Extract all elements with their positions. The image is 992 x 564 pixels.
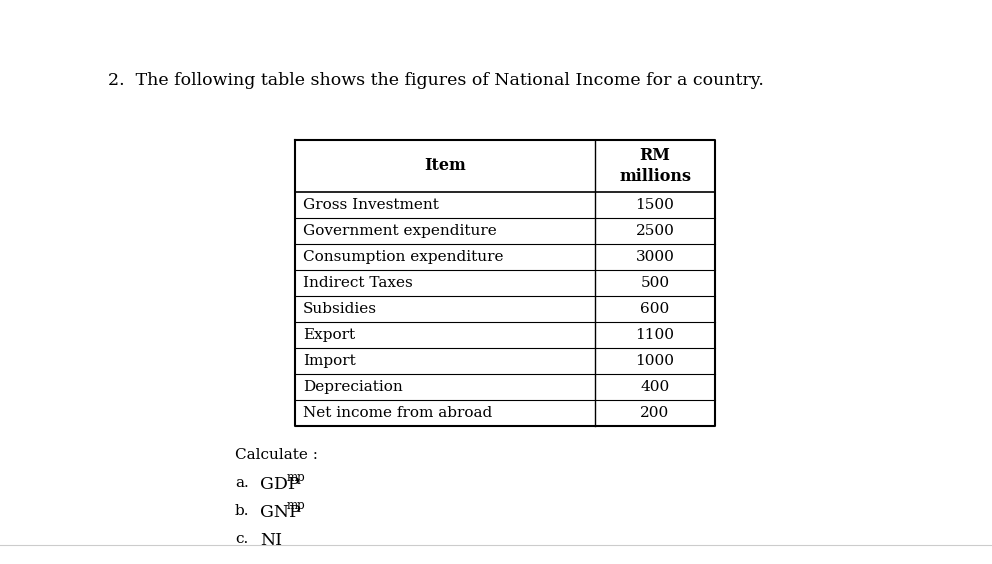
Text: Net income from abroad: Net income from abroad bbox=[303, 406, 492, 420]
Text: GNP: GNP bbox=[260, 504, 301, 521]
Text: 600: 600 bbox=[641, 302, 670, 316]
Text: mp: mp bbox=[287, 471, 306, 484]
Text: a.: a. bbox=[235, 476, 249, 490]
Text: 2500: 2500 bbox=[636, 224, 675, 238]
Text: c.: c. bbox=[235, 532, 248, 546]
Text: NI: NI bbox=[260, 532, 282, 549]
Text: mp: mp bbox=[287, 499, 306, 512]
Text: Depreciation: Depreciation bbox=[303, 380, 403, 394]
Text: Item: Item bbox=[425, 157, 466, 174]
Text: 200: 200 bbox=[641, 406, 670, 420]
Text: 1100: 1100 bbox=[636, 328, 675, 342]
Text: Gross Investment: Gross Investment bbox=[303, 198, 438, 212]
Text: Import: Import bbox=[303, 354, 356, 368]
Text: Government expenditure: Government expenditure bbox=[303, 224, 497, 238]
Text: 3000: 3000 bbox=[636, 250, 675, 264]
Text: Subsidies: Subsidies bbox=[303, 302, 377, 316]
Text: Calculate :: Calculate : bbox=[235, 448, 318, 462]
Text: 1500: 1500 bbox=[636, 198, 675, 212]
Text: b.: b. bbox=[235, 504, 250, 518]
Text: Consumption expenditure: Consumption expenditure bbox=[303, 250, 504, 264]
Text: RM
millions: RM millions bbox=[619, 147, 691, 184]
Text: GDP: GDP bbox=[260, 476, 300, 493]
Text: 500: 500 bbox=[641, 276, 670, 290]
Text: 2.  The following table shows the figures of National Income for a country.: 2. The following table shows the figures… bbox=[108, 72, 764, 89]
Text: Export: Export bbox=[303, 328, 355, 342]
Text: 1000: 1000 bbox=[636, 354, 675, 368]
Text: 400: 400 bbox=[641, 380, 670, 394]
Text: Indirect Taxes: Indirect Taxes bbox=[303, 276, 413, 290]
